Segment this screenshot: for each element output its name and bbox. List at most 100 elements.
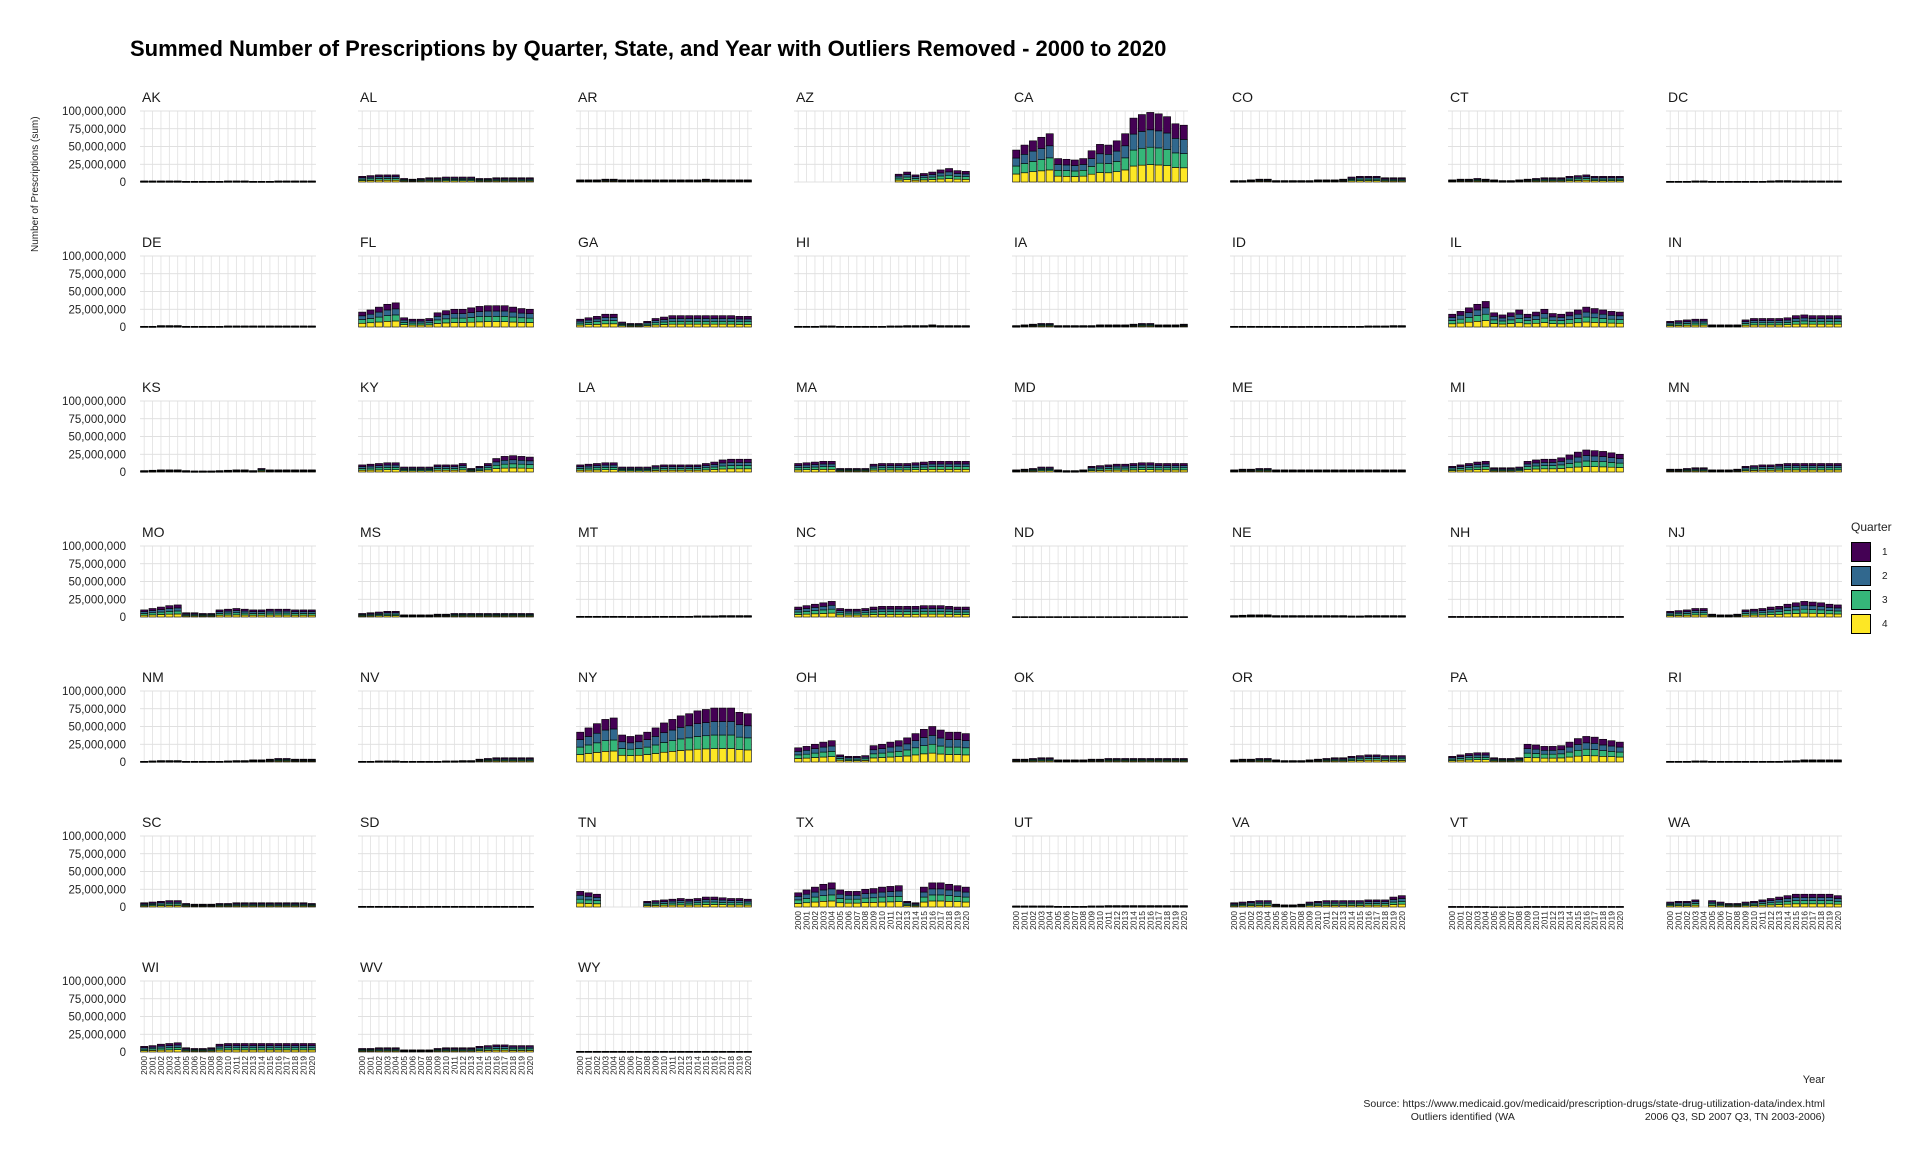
bar-nh-2019-q1	[1607, 616, 1616, 618]
bar-sc-2019-q1	[299, 902, 308, 905]
bar-de-2020-q1	[307, 325, 316, 327]
bar-nv-2005-q1	[400, 760, 408, 763]
bar-nj-2004-q4	[1699, 614, 1708, 618]
bar-ne-2008-q1	[1297, 615, 1306, 617]
bar-il-2007-q4	[1506, 323, 1515, 328]
bar-nj-2011-q4	[1758, 614, 1767, 618]
bar-tx-2018-q4	[945, 901, 953, 908]
bar-nc-2002-q1	[811, 603, 819, 608]
bar-id-2010-q1	[1314, 325, 1322, 328]
bar-mn-2016-q2	[1800, 465, 1809, 469]
bar-il-2004-q4	[1481, 320, 1490, 328]
bar-nv-2004-q1	[391, 760, 400, 762]
bar-nj-2011-q1	[1758, 608, 1767, 611]
bar-nc-2008-q3	[861, 612, 870, 616]
bar-id-2019-q1	[1389, 325, 1398, 327]
bar-tn-2000-q3	[576, 898, 585, 904]
bar-il-2002-q4	[1465, 321, 1473, 328]
bar-dc-2014-q1	[1783, 180, 1792, 182]
bar-ny-2004-q1	[609, 717, 618, 730]
bar-mi-2016-q3	[1582, 460, 1591, 467]
bar-ne-2003-q1	[1255, 614, 1264, 616]
bar-mn-2020-q2	[1833, 465, 1842, 469]
bar-oh-2000-q1	[794, 747, 803, 752]
bar-ri-2004-q1	[1699, 760, 1708, 762]
bar-nv-2002-q1	[375, 760, 383, 762]
bar-ga-2010-q2	[660, 319, 668, 323]
bar-tx-2003-q3	[819, 895, 828, 902]
bar-ky-2020-q1	[525, 456, 534, 462]
bar-ne-2001-q1	[1238, 614, 1247, 617]
bar-sd-2012-q1	[458, 905, 467, 908]
bar-tx-2005-q3	[836, 898, 844, 904]
bar-ks-2020-q1	[307, 469, 316, 471]
bar-ga-2010-q4	[660, 324, 668, 328]
bar-ga-2001-q2	[584, 319, 593, 323]
bar-ga-2001-q4	[584, 324, 593, 328]
bar-nj-2020-q3	[1833, 610, 1842, 615]
bar-ca-2014-q1	[1129, 117, 1138, 135]
bar-fl-2015-q2	[484, 310, 492, 317]
facet-label-ok: OK	[1014, 669, 1035, 685]
bar-ma-2020-q2	[961, 463, 970, 467]
bar-nc-2000-q3	[794, 611, 803, 615]
bar-fl-2019-q1	[517, 308, 526, 314]
bar-co-2002-q1	[1247, 179, 1255, 181]
bar-ma-2000-q2	[794, 465, 803, 469]
bar-ny-2018-q4	[727, 748, 735, 763]
bar-la-2007-q1	[634, 466, 643, 469]
bar-ky-2000-q1	[358, 464, 367, 467]
bar-nj-2013-q2	[1775, 608, 1784, 612]
bar-sd-2019-q1	[517, 905, 526, 908]
bar-in-2016-q2	[1800, 317, 1809, 322]
bar-sc-2008-q1	[207, 903, 216, 906]
bar-ne-2017-q1	[1372, 615, 1381, 617]
bar-il-2013-q3	[1557, 320, 1566, 325]
bar-ri-2009-q1	[1741, 760, 1750, 763]
bar-fl-2010-q3	[442, 318, 450, 324]
bar-oh-2018-q4	[945, 754, 953, 763]
bar-ak-2006-q1	[190, 180, 199, 183]
bar-tn-2017-q1	[718, 897, 727, 901]
bar-az-2020-q4	[961, 179, 970, 183]
bar-md-2015-q4	[1138, 469, 1146, 473]
bar-in-2018-q2	[1817, 318, 1825, 322]
bar-mt-2009-q1	[651, 615, 660, 618]
bar-az-2019-q4	[953, 178, 962, 183]
bar-il-2016-q4	[1582, 321, 1591, 328]
bar-tx-2001-q4	[802, 902, 811, 908]
bar-ga-2020-q4	[743, 324, 752, 328]
bar-ny-2003-q3	[601, 740, 610, 752]
bar-ky-2020-q3	[525, 464, 534, 469]
bar-az-2019-q3	[953, 176, 962, 180]
bar-az-2016-q1	[928, 171, 937, 175]
bar-ga-2012-q1	[676, 315, 685, 319]
bar-il-2016-q3	[1582, 316, 1591, 323]
bar-fl-2003-q4	[383, 321, 392, 328]
bar-oh-2016-q1	[928, 726, 937, 736]
bar-co-2020-q1	[1397, 177, 1406, 180]
bar-ma-2003-q1	[819, 461, 828, 465]
bar-tn-2020-q1	[743, 898, 752, 902]
bar-pa-2004-q4	[1481, 759, 1490, 763]
bar-nd-2016-q1	[1146, 616, 1155, 618]
bar-mn-2019-q3	[1825, 467, 1834, 471]
bar-ca-2012-q3	[1112, 161, 1121, 173]
bar-mn-2019-q2	[1825, 465, 1834, 469]
bar-mt-2013-q1	[685, 615, 694, 618]
bar-nc-2013-q3	[903, 611, 912, 615]
bar-mn-2018-q3	[1817, 467, 1825, 471]
bar-id-2017-q1	[1372, 325, 1381, 327]
facet-label-ny: NY	[578, 669, 598, 685]
bar-nj-2010-q1	[1750, 608, 1758, 612]
bar-la-2019-q3	[735, 465, 744, 470]
bar-tn-2016-q1	[710, 896, 719, 900]
bar-az-2018-q3	[945, 174, 953, 179]
bar-al-2012-q1	[458, 176, 467, 179]
bar-al-2014-q1	[475, 178, 484, 180]
bar-fl-2002-q1	[375, 306, 383, 313]
bar-md-2006-q1	[1062, 470, 1071, 472]
bar-ga-2018-q1	[727, 315, 735, 319]
bar-tn-2015-q3	[702, 901, 710, 905]
bar-ca-2020-q4	[1179, 167, 1188, 183]
